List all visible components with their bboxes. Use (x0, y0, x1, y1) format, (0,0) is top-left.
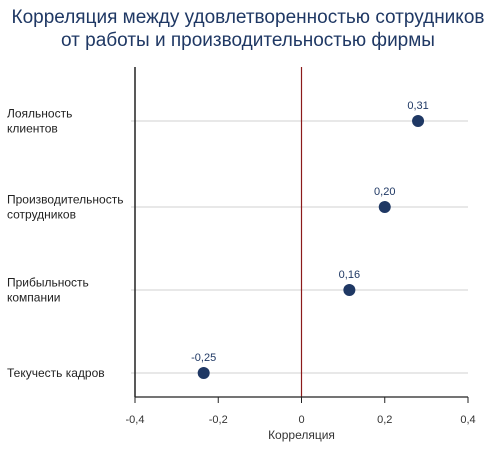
x-axis-title: Корреляция (268, 428, 335, 442)
category-label-0: Лояльность клиентов (7, 107, 72, 136)
category-label-3: Текучесть кадров (7, 366, 105, 380)
x-tick-label-0: -0,4 (126, 414, 145, 426)
data-label-1: 0,20 (374, 186, 395, 198)
x-tick-label-2: 0 (298, 414, 304, 426)
chart-title-line-1: Корреляция между удовлетворенностью сотр… (11, 7, 485, 28)
category-label-line: компании (7, 291, 61, 305)
category-label-line: Производительность (7, 193, 123, 207)
chart-title-line-2: от работы и производительностью фирмы (61, 30, 435, 51)
data-label-0: 0,31 (407, 100, 428, 112)
category-label-line: Прибыльность (7, 276, 89, 290)
category-label-line: Лояльность (7, 107, 72, 121)
category-label-1: Производительность сотрудников (7, 193, 123, 222)
category-label-line: Текучесть кадров (7, 366, 105, 380)
data-label-2: 0,16 (339, 269, 360, 281)
chart-title: Корреляция между удовлетворенностью сотр… (0, 6, 496, 52)
data-point-0 (412, 115, 425, 127)
data-label-3: -0,25 (191, 352, 216, 364)
x-tick-label-3: 0,2 (377, 414, 392, 426)
data-point-2 (343, 284, 356, 296)
category-label-line: клиентов (7, 122, 58, 136)
category-label-line: сотрудников (7, 208, 76, 222)
x-tick-label-4: 0,4 (460, 414, 475, 426)
category-label-2: Прибыльность компании (7, 276, 89, 305)
x-tick-label-1: -0,2 (209, 414, 228, 426)
data-point-1 (378, 201, 391, 213)
data-point-3 (197, 367, 210, 379)
